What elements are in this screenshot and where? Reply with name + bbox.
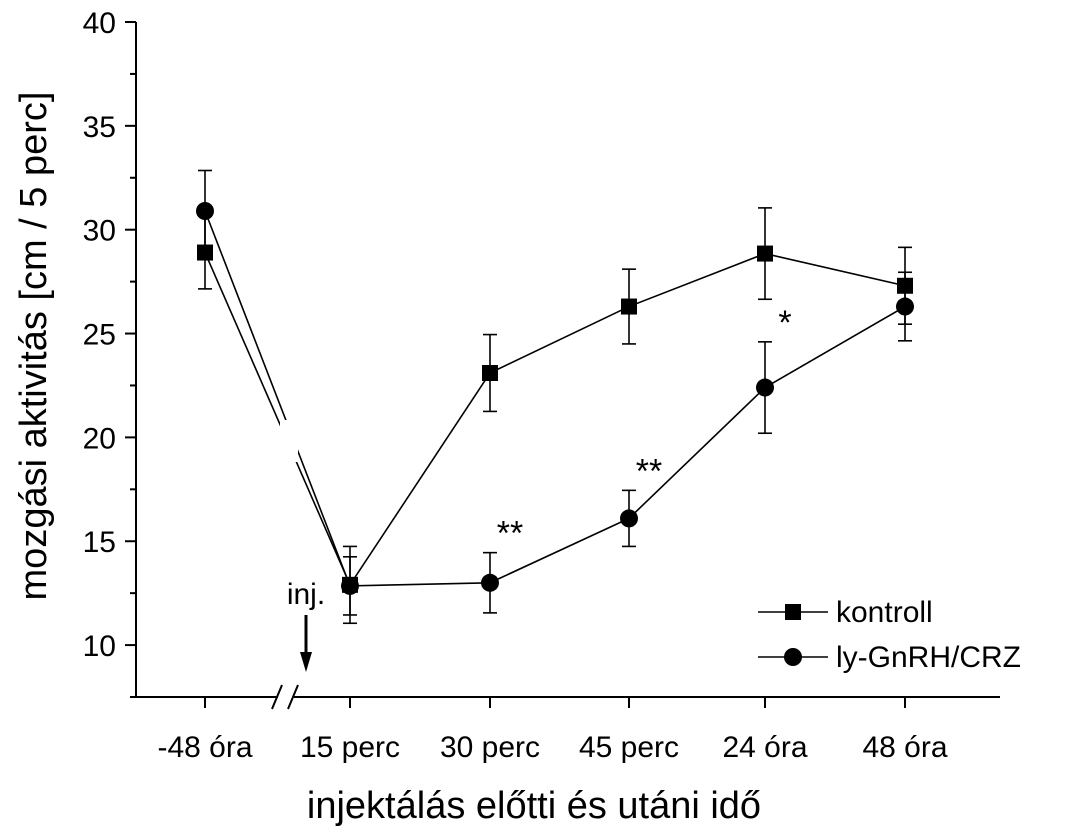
data-point-circle: [620, 509, 638, 528]
series-line-segment: [764, 305, 906, 389]
x-tick-label: -48 óra: [157, 731, 252, 764]
data-point-square: [197, 244, 213, 261]
data-point-circle: [896, 297, 914, 316]
injection-label: inj.: [287, 578, 325, 611]
significance-mark: **: [497, 515, 523, 553]
data-point-circle: [481, 573, 499, 592]
annotation-layer: *****inj.: [287, 304, 792, 672]
data-point-square: [621, 298, 637, 315]
series-line-segment: [628, 252, 766, 308]
legend: kontroll ly-GnRH/CRZ: [758, 596, 1021, 674]
x-tick-label: 24 óra: [722, 731, 807, 764]
series-square: [197, 207, 913, 625]
break-gap-mask: [280, 420, 298, 462]
y-tick-label: 25: [83, 319, 116, 352]
legend-label: ly-GnRH/CRZ: [836, 641, 1021, 674]
y-tick-label: 15: [83, 526, 116, 559]
series-line-segment: [204, 210, 351, 587]
legend-marker-circle: [784, 648, 802, 666]
series-line-segment: [349, 581, 491, 587]
data-point-circle: [196, 202, 214, 220]
x-tick-label: 48 óra: [862, 731, 947, 764]
data-point-square: [482, 365, 498, 381]
x-tick-label: 15 perc: [300, 731, 400, 764]
injection-arrow-head: [300, 652, 312, 672]
series-line-segment: [628, 386, 766, 519]
significance-mark: **: [636, 452, 662, 490]
data-point-circle: [341, 576, 359, 595]
series-line-segment: [489, 517, 630, 584]
legend-label: kontroll: [836, 596, 933, 629]
axis-break-mark: [287, 684, 299, 710]
legend-marker-square: [785, 604, 801, 620]
axes: 10 15 20 25 30 35 40 -48 óra 15 perc 30 perc 45 pe…: [83, 7, 1000, 764]
series-line-segment: [489, 305, 630, 374]
significance-mark: *: [778, 304, 791, 342]
y-tick-label: 40: [83, 7, 116, 40]
y-axis-label: mozgási aktivitás [cm / 5 perc]: [13, 92, 55, 601]
series-circle: [196, 169, 914, 616]
series-line-segment: [204, 252, 351, 586]
x-tick-label: 30 perc: [440, 731, 540, 764]
x-tick-label: 45 perc: [579, 731, 679, 764]
y-tick-label: 35: [83, 111, 116, 144]
x-axis-label: injektálás előtti és utáni idő: [307, 785, 761, 827]
axis-break-mark: [271, 684, 283, 710]
series-line-segment: [349, 372, 491, 586]
y-tick-label: 20: [83, 422, 116, 455]
y-tick-label: 10: [83, 630, 116, 663]
series-layer: [196, 169, 914, 625]
data-point-circle: [756, 378, 774, 397]
data-point-square: [757, 245, 773, 262]
y-tick-label: 30: [83, 215, 116, 248]
series-line-segment: [764, 252, 906, 287]
